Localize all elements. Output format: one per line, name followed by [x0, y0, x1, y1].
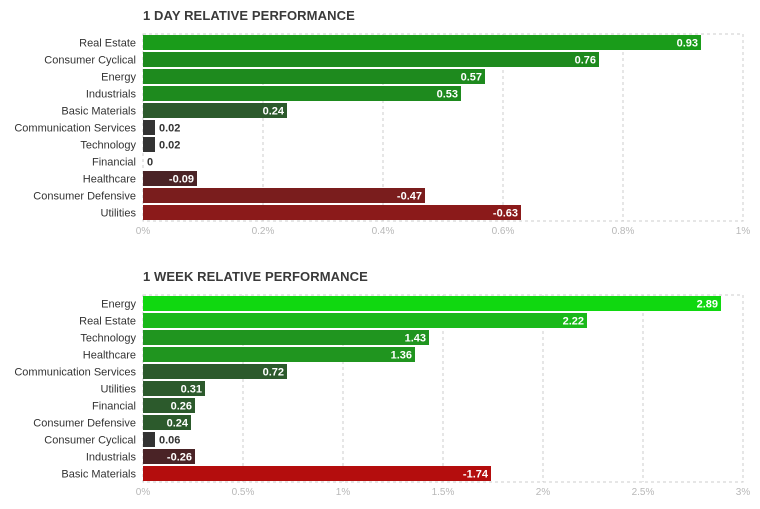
bar: [143, 364, 287, 379]
week-performance-chart: 0% 0.5% 1% 1.5% 2% 2.5% 3% Energy 2.89 Real Estat…: [14, 294, 751, 498]
category-label: Communication Services: [14, 123, 136, 135]
x-tick-label: 0.6%: [492, 226, 515, 237]
category-label: Financial: [92, 157, 136, 169]
plot-frame: [142, 33, 744, 222]
day-performance-chart: 0% 0.2% 0.4% 0.6% 0.8% 1% Real Estate 0.93 Consu…: [14, 33, 751, 237]
category-label: Consumer Defensive: [33, 191, 136, 203]
value-label: 0.31: [181, 384, 202, 396]
category-label: Real Estate: [79, 316, 136, 328]
bar: [143, 205, 521, 220]
category-label: Basic Materials: [61, 469, 136, 481]
bar: [143, 415, 191, 430]
bar: [143, 398, 195, 413]
category-label: Utilities: [101, 208, 137, 220]
bar: [143, 52, 599, 67]
x-tick-label: 2.5%: [632, 487, 655, 498]
category-label: Real Estate: [79, 38, 136, 50]
value-label: 0.06: [159, 435, 180, 447]
category-label: Communication Services: [14, 367, 136, 379]
x-tick-label: 1%: [336, 487, 351, 498]
value-label: 0.57: [461, 72, 482, 84]
bar: [143, 296, 721, 311]
value-label: 0.93: [677, 38, 698, 50]
bar: [143, 330, 429, 345]
value-label: 0.53: [437, 89, 458, 101]
x-tick-label: 0.5%: [232, 487, 255, 498]
category-label: Consumer Cyclical: [44, 435, 136, 447]
bar: [143, 69, 485, 84]
bar: [143, 86, 461, 101]
value-label: -0.63: [493, 208, 518, 220]
bar: [143, 347, 415, 362]
value-label: 1.43: [405, 333, 426, 345]
x-tick-label: 0.2%: [252, 226, 275, 237]
category-label: Energy: [101, 72, 136, 84]
value-label: 0: [147, 157, 153, 169]
category-label: Financial: [92, 401, 136, 413]
value-label: 0.02: [159, 140, 180, 152]
category-label: Industrials: [86, 452, 137, 464]
bar: [143, 103, 287, 118]
x-tick-label: 1.5%: [432, 487, 455, 498]
value-label: 2.89: [697, 299, 718, 311]
category-label: Healthcare: [83, 174, 136, 186]
value-label: 0.02: [159, 123, 180, 135]
value-label: 0.26: [171, 401, 192, 413]
bar: [143, 449, 195, 464]
value-label: 1.36: [391, 350, 412, 362]
x-tick-label: 0%: [136, 487, 151, 498]
bar: [143, 137, 155, 152]
bar: [143, 313, 587, 328]
value-label: -0.47: [397, 191, 422, 203]
category-label: Healthcare: [83, 350, 136, 362]
bar: [143, 432, 155, 447]
category-label: Energy: [101, 299, 136, 311]
value-label: 0.24: [167, 418, 189, 430]
x-tick-label: 0%: [136, 226, 151, 237]
week-performance-panel: 1 WEEK RELATIVE PERFORMANCE 0% 0.5% 1% 1.5%…: [0, 269, 760, 509]
bar: [143, 466, 491, 481]
x-tick-label: 3%: [736, 487, 751, 498]
value-label: -0.26: [167, 452, 192, 464]
value-label: -0.09: [169, 174, 194, 186]
day-performance-panel: 1 DAY RELATIVE PERFORMANCE 0% 0.2% 0.4% 0.6…: [0, 8, 760, 248]
bar: [143, 35, 701, 50]
value-label: 2.22: [563, 316, 584, 328]
x-tick-label: 2%: [536, 487, 551, 498]
category-label: Technology: [80, 140, 136, 152]
bar: [143, 120, 155, 135]
week-chart-title: 1 WEEK RELATIVE PERFORMANCE: [143, 269, 368, 284]
x-tick-label: 1%: [736, 226, 751, 237]
category-label: Consumer Defensive: [33, 418, 136, 430]
x-tick-label: 0.4%: [372, 226, 395, 237]
value-label: 0.24: [263, 106, 285, 118]
category-label: Utilities: [101, 384, 137, 396]
category-label: Technology: [80, 333, 136, 345]
category-label: Consumer Cyclical: [44, 55, 136, 67]
value-label: 0.76: [575, 55, 596, 67]
value-label: -1.74: [463, 469, 489, 481]
x-tick-label: 0.8%: [612, 226, 635, 237]
value-label: 0.72: [263, 367, 284, 379]
bar: [143, 188, 425, 203]
bar: [143, 171, 197, 186]
category-label: Industrials: [86, 89, 137, 101]
bar: [143, 381, 205, 396]
day-chart-title: 1 DAY RELATIVE PERFORMANCE: [143, 8, 355, 23]
category-label: Basic Materials: [61, 106, 136, 118]
